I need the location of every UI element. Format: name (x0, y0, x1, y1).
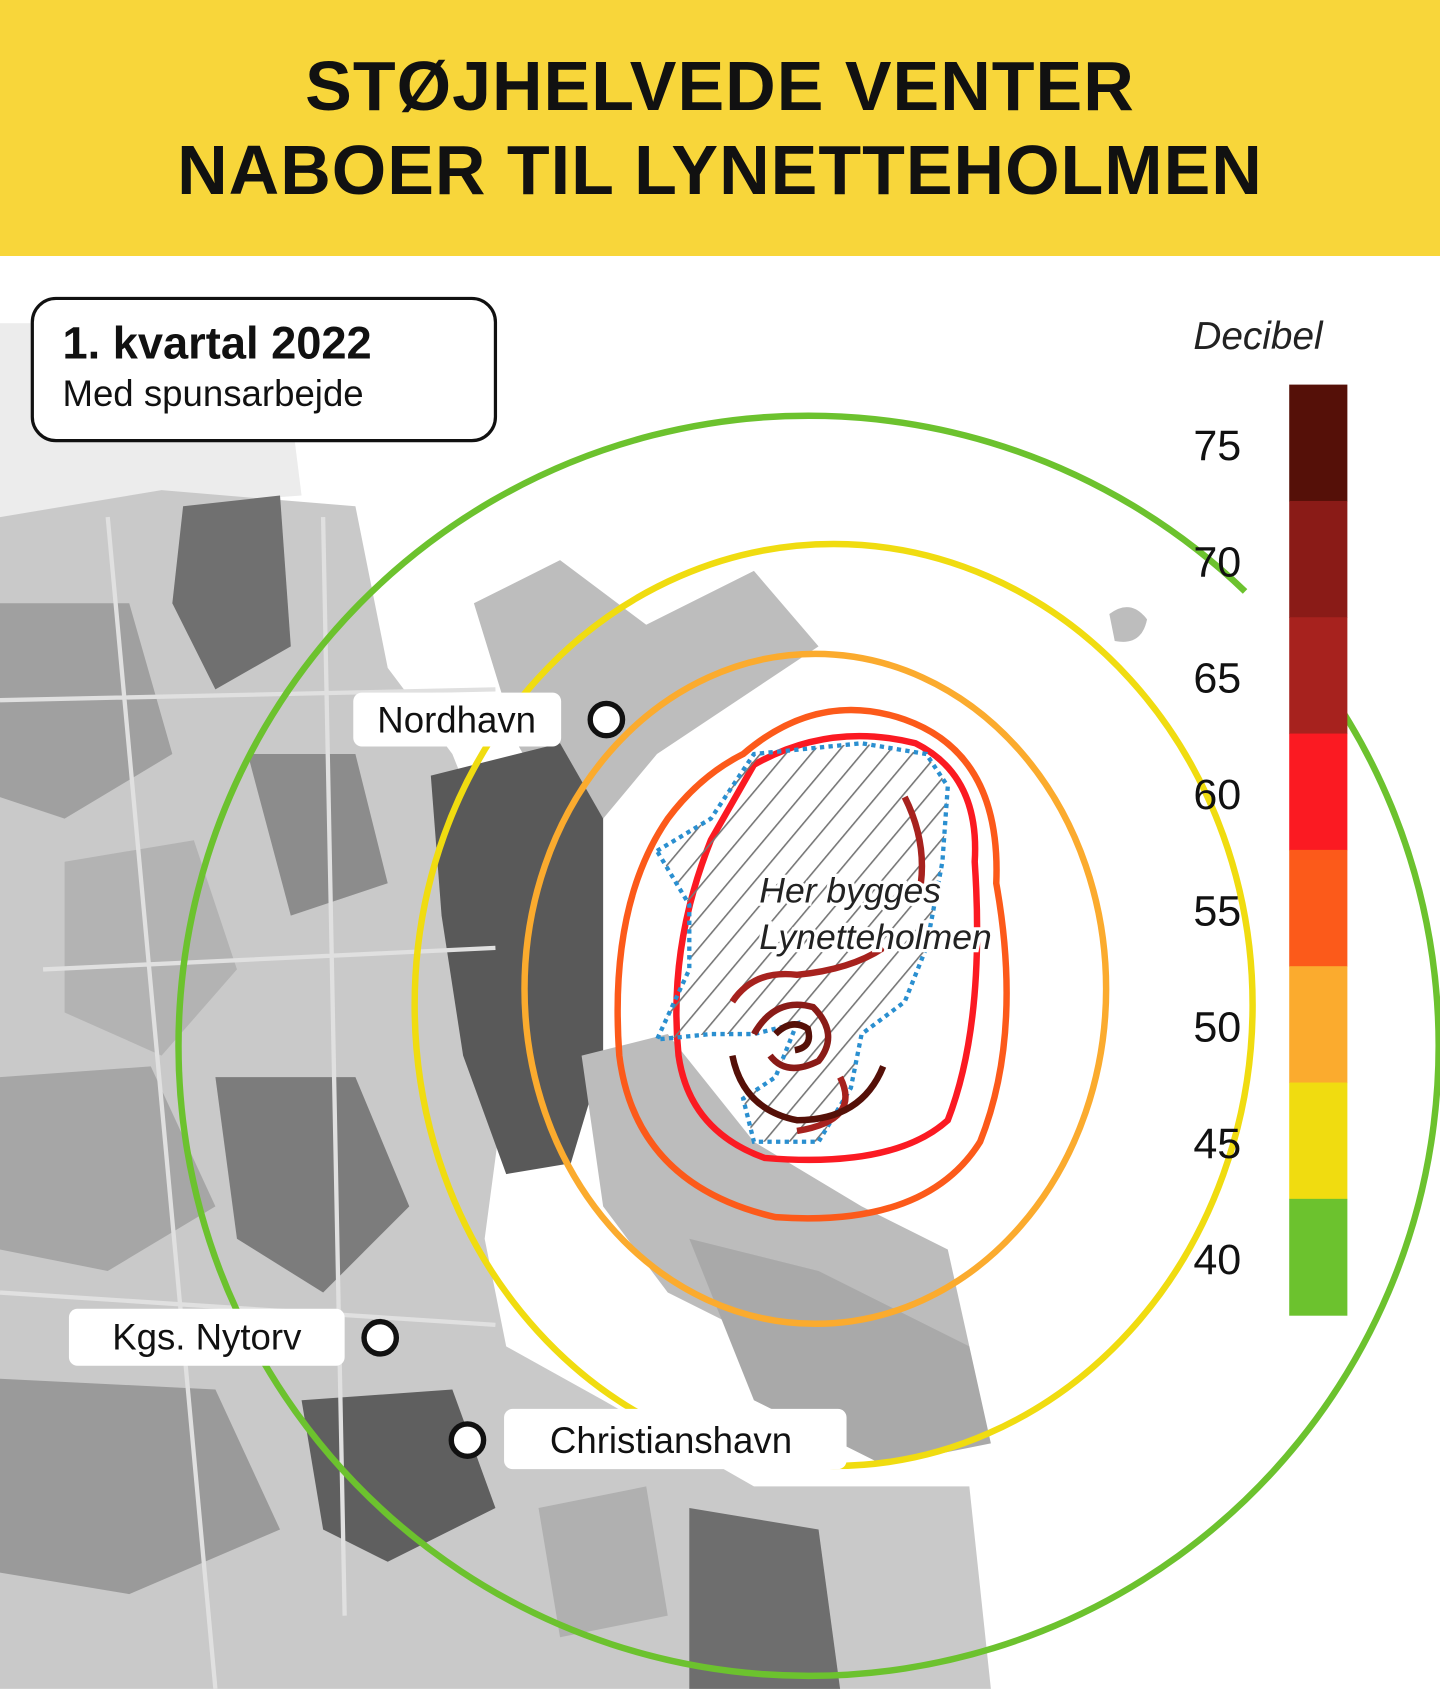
legend-swatch-45 (1289, 1082, 1348, 1200)
location-marker-icon (587, 700, 626, 739)
legend-label-70: 70 (1193, 538, 1241, 586)
place-kgs-nytorv: Kgs. Nytorv (68, 1308, 400, 1366)
decibel-legend: Decibel 75 70 65 60 55 50 45 40 (1193, 315, 1348, 1316)
contour-50db (521, 650, 1110, 1328)
legend-swatch-60 (1289, 733, 1348, 851)
legend-swatch-50 (1289, 966, 1348, 1084)
legend-label-40: 40 (1193, 1236, 1241, 1284)
legend-swatch-65 (1289, 617, 1348, 735)
period-subtitle: Med spunsarbejde (62, 373, 363, 414)
period-label: 1. kvartal 2022 (62, 318, 371, 369)
construction-area (653, 741, 950, 1144)
info-box: 1. kvartal 2022 Med spunsarbejde (30, 296, 498, 443)
contour-75db (729, 1021, 887, 1124)
legend-label-45: 45 (1193, 1120, 1241, 1168)
contour-60db (673, 732, 981, 1164)
legend-label-50: 50 (1193, 1004, 1241, 1052)
legend-swatch-70 (1289, 500, 1348, 618)
location-marker-icon (361, 1318, 400, 1357)
contour-40db (175, 412, 1440, 1680)
title-line-1: STØJHELVEDE VENTER (305, 47, 1135, 125)
legend-label-65: 65 (1193, 655, 1241, 703)
place-label: Kgs. Nytorv (112, 1317, 302, 1358)
contour-70db (751, 1001, 832, 1072)
place-label: Nordhavn (377, 699, 536, 740)
legend-swatch-75 (1289, 384, 1348, 502)
header-banner: STØJHELVEDE VENTER NABOER TIL LYNETTEHOL… (0, 0, 1440, 256)
place-nordhavn: Nordhavn (353, 692, 626, 747)
legend-title: Decibel (1193, 315, 1324, 358)
legend-label-55: 55 (1193, 887, 1241, 935)
location-marker-icon (448, 1421, 487, 1459)
legend-label-75: 75 (1193, 422, 1241, 470)
place-christianshavn: Christianshavn (448, 1408, 847, 1470)
place-label: Christianshavn (550, 1420, 792, 1461)
construction-area-label: Her bygges Lynetteholmen (759, 871, 991, 957)
legend-swatch-40 (1289, 1198, 1348, 1316)
title-line-2: NABOER TIL LYNETTEHOLMEN (177, 131, 1263, 209)
legend-label-60: 60 (1193, 771, 1241, 819)
contour-55db (614, 706, 1010, 1222)
legend-swatch-55 (1289, 849, 1348, 967)
